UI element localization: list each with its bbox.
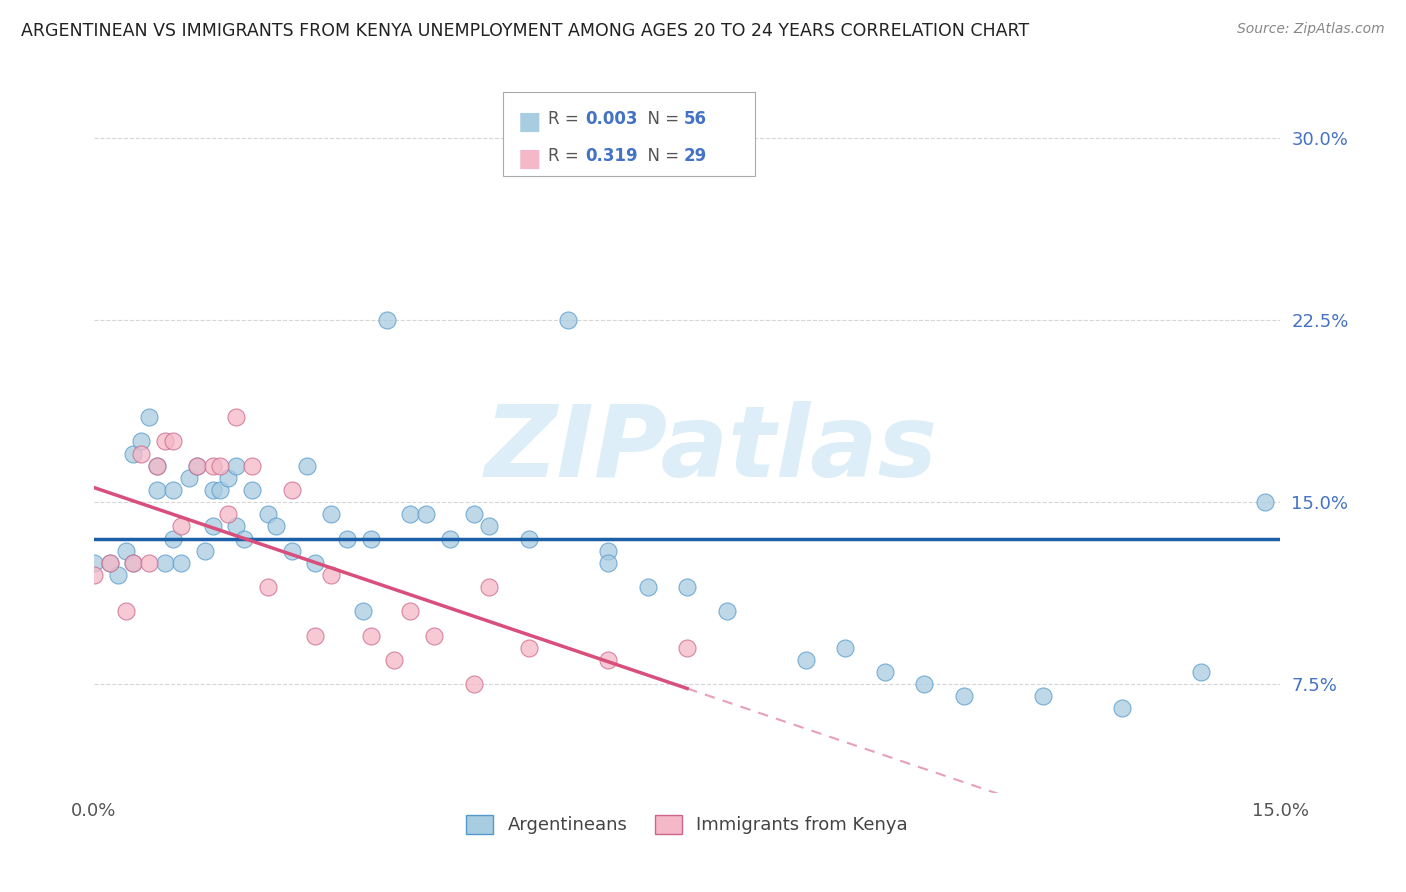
Point [83, 556, 105, 570]
Point [153, 434, 176, 449]
Point [217, 471, 239, 485]
Point [478, 580, 501, 594]
Point [217, 508, 239, 522]
Point [122, 447, 145, 461]
Text: ARGENTINEAN VS IMMIGRANTS FROM KENYA UNEMPLOYMENT AMONG AGES 20 TO 24 YEARS CORR: ARGENTINEAN VS IMMIGRANTS FROM KENYA UNE… [21, 22, 1029, 40]
Text: 29: 29 [683, 147, 707, 165]
Text: Source: ZipAtlas.com: Source: ZipAtlas.com [1237, 22, 1385, 37]
Point [98, 556, 121, 570]
Point [280, 483, 302, 497]
Point [131, 434, 153, 449]
Text: N =: N = [637, 110, 685, 128]
Point [321, 508, 343, 522]
Point [201, 483, 224, 497]
Point [463, 677, 485, 691]
Point [240, 483, 263, 497]
Point [321, 568, 343, 582]
Point [716, 604, 738, 618]
Text: R =: R = [548, 110, 585, 128]
Point [1032, 690, 1054, 704]
Text: ■: ■ [517, 110, 541, 134]
Point [114, 543, 136, 558]
Point [162, 434, 184, 449]
Point [439, 532, 461, 546]
Point [98, 556, 121, 570]
Point [162, 483, 184, 497]
Point [304, 556, 326, 570]
Text: R =: R = [548, 147, 589, 165]
Point [834, 640, 856, 655]
Point [304, 629, 326, 643]
Point [138, 556, 160, 570]
Point [557, 313, 579, 327]
Text: ZIPatlas: ZIPatlas [484, 401, 938, 499]
Point [257, 508, 280, 522]
Point [336, 532, 359, 546]
Point [177, 471, 200, 485]
Point [384, 653, 406, 667]
Point [676, 580, 699, 594]
Point [794, 653, 817, 667]
Text: 0.319: 0.319 [585, 147, 637, 165]
Legend: Argentineans, Immigrants from Kenya: Argentineans, Immigrants from Kenya [467, 815, 908, 834]
Text: 0.003: 0.003 [585, 110, 637, 128]
Point [517, 532, 540, 546]
Point [1253, 495, 1275, 509]
Point [201, 519, 224, 533]
Point [170, 519, 193, 533]
Point [637, 580, 659, 594]
Point [146, 458, 169, 473]
Point [107, 568, 129, 582]
Point [209, 458, 232, 473]
Point [186, 458, 208, 473]
Point [114, 604, 136, 618]
Point [186, 458, 208, 473]
Point [162, 532, 184, 546]
Point [131, 447, 153, 461]
Text: 56: 56 [683, 110, 706, 128]
Point [415, 508, 437, 522]
Point [122, 556, 145, 570]
Point [225, 458, 247, 473]
Point [517, 640, 540, 655]
Point [297, 458, 319, 473]
Point [676, 640, 699, 655]
Point [478, 519, 501, 533]
Point [399, 604, 422, 618]
Point [146, 483, 169, 497]
Point [596, 543, 619, 558]
Point [153, 556, 176, 570]
Point [201, 458, 224, 473]
Point [209, 483, 232, 497]
Point [264, 519, 287, 533]
Point [596, 653, 619, 667]
Point [122, 556, 145, 570]
Point [83, 568, 105, 582]
Point [146, 458, 169, 473]
Point [257, 580, 280, 594]
Point [873, 665, 896, 679]
Point [375, 313, 398, 327]
Point [225, 519, 247, 533]
Point [194, 543, 217, 558]
Point [233, 532, 256, 546]
Point [596, 556, 619, 570]
Point [953, 690, 976, 704]
Point [912, 677, 935, 691]
Point [1111, 701, 1133, 715]
Point [240, 458, 263, 473]
Point [423, 629, 446, 643]
Point [138, 410, 160, 425]
Point [399, 508, 422, 522]
Point [1189, 665, 1212, 679]
Text: ■: ■ [517, 147, 541, 171]
Point [360, 629, 382, 643]
Text: N =: N = [637, 147, 685, 165]
Point [352, 604, 374, 618]
Point [463, 508, 485, 522]
Point [225, 410, 247, 425]
Point [280, 543, 302, 558]
Point [170, 556, 193, 570]
Point [360, 532, 382, 546]
